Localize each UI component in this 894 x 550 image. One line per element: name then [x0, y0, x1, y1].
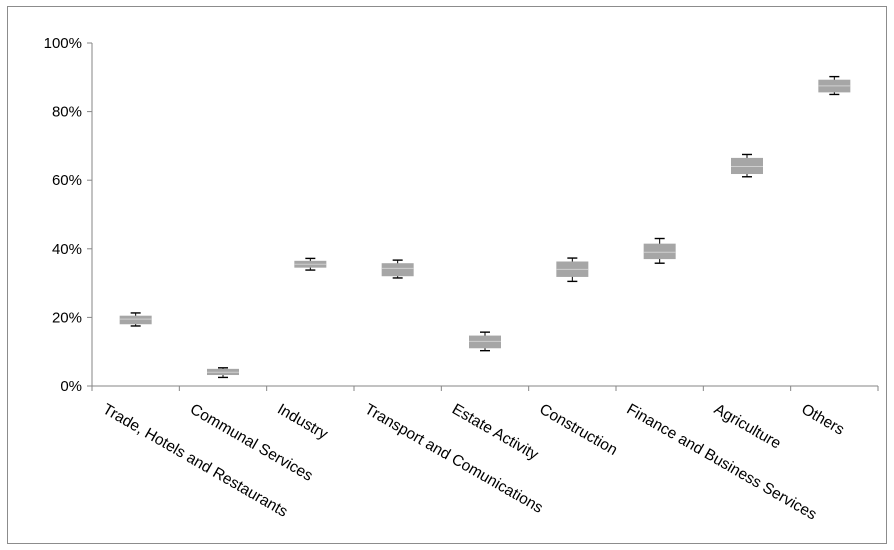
category-label: Industry: [274, 401, 330, 443]
axes: [91, 43, 879, 391]
y-tick-label: 100%: [44, 35, 82, 52]
box-6: [556, 257, 589, 283]
category-label: Others: [798, 401, 847, 439]
box-5: [469, 331, 501, 352]
y-tick-label: 40%: [52, 241, 82, 258]
box-1: [119, 312, 152, 327]
y-tick-label: 60%: [52, 172, 82, 189]
box-body: [731, 157, 763, 175]
box-body: [119, 315, 152, 325]
box-body: [469, 335, 501, 349]
box-3: [294, 257, 327, 271]
y-tick-label: 20%: [52, 309, 82, 326]
boxes: [119, 75, 851, 379]
category-label: Construction: [536, 401, 620, 459]
box-body: [643, 243, 676, 260]
y-tick-label: 0%: [60, 378, 82, 395]
chart-area: 0% 20% 40% 60% 80% 100% Trade, Hotels and Res…: [7, 6, 887, 544]
box-2: [207, 367, 239, 379]
y-tick-label: 80%: [52, 104, 82, 121]
category-label: Agriculture: [711, 401, 784, 453]
box-9: [818, 75, 851, 96]
box-plot-chart: 0% 20% 40% 60% 80% 100% Trade, Hotels and Res…: [44, 35, 879, 524]
box-body: [381, 263, 414, 277]
box-8: [731, 153, 763, 178]
box-4: [381, 259, 414, 279]
y-axis-ticks: 0% 20% 40% 60% 80% 100%: [44, 35, 92, 395]
box-7: [643, 237, 676, 264]
